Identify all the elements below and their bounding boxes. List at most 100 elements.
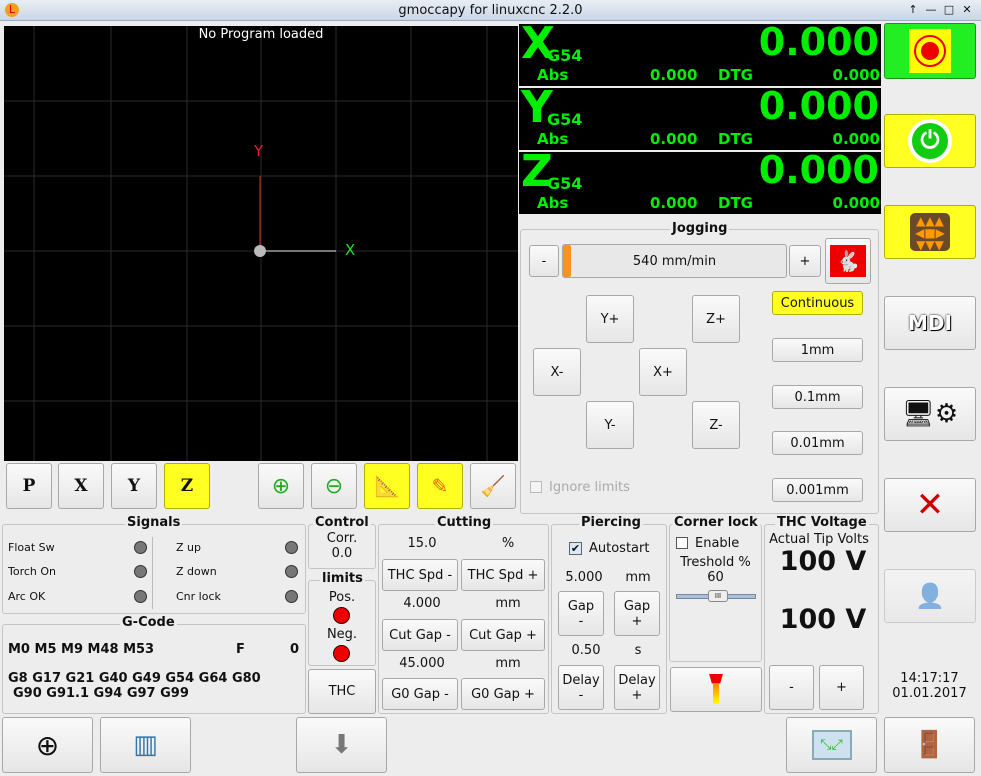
increment-0.1mm[interactable]: 0.1mm: [772, 385, 863, 409]
thc-speed-increase-button[interactable]: THC Spd +: [461, 559, 545, 591]
exit-button[interactable]: 🚪: [884, 717, 975, 773]
show-dimensions-button[interactable]: 📐: [364, 463, 410, 509]
g0-gap-increase-button[interactable]: G0 Gap +: [461, 678, 545, 710]
minimize-button[interactable]: —: [925, 3, 937, 16]
keep-above-button[interactable]: ↑: [908, 3, 918, 16]
auto-mode-icon: 🖥⚙: [901, 399, 959, 429]
dro-abs-label: Abs: [537, 66, 569, 84]
mdi-mode-button[interactable]: MDI: [884, 296, 976, 350]
touch-off-button[interactable]: ⊕: [2, 717, 93, 773]
jog-y-plus-button[interactable]: Y+: [586, 295, 634, 343]
show-toolpath-button[interactable]: ✎: [417, 463, 463, 509]
jog-x-plus-button[interactable]: X+: [639, 348, 687, 396]
voltage-increase-button[interactable]: +: [819, 665, 864, 710]
dro-dtg-value: 0.000: [832, 130, 880, 148]
g0-gap-unit: mm: [495, 656, 521, 671]
view-perspective-button[interactable]: P: [6, 463, 52, 509]
signal-label: Torch On: [8, 565, 57, 578]
increment-continuous[interactable]: Continuous: [772, 291, 863, 315]
dro-x[interactable]: X G54 0.000 Abs 0.000 DTG 0.000: [519, 18, 881, 86]
g0-gap-decrease-button[interactable]: G0 Gap -: [382, 678, 458, 710]
dro-y[interactable]: Y G54 0.000 Abs 0.000 DTG 0.000: [519, 82, 881, 150]
manual-mode-button[interactable]: ▲▲▲ ◀■▶ ▼▼▼: [884, 205, 976, 259]
pierce-delay-decrease-button[interactable]: Delay -: [558, 665, 604, 710]
voltage-decrease-button[interactable]: -: [769, 665, 814, 710]
jog-speed-fill: [563, 245, 571, 277]
control-title: Control: [313, 515, 371, 530]
pierce-gap-increase-button[interactable]: Gap +: [614, 591, 660, 636]
pierce-gap-decrease-button[interactable]: Gap -: [558, 591, 604, 636]
x-axis-label: X: [345, 241, 356, 259]
thc-toggle-button[interactable]: THC: [308, 669, 376, 714]
signal-label: Z down: [176, 565, 217, 578]
tool-offsets-button[interactable]: ▥: [100, 717, 191, 773]
increment-0.01mm[interactable]: 0.01mm: [772, 431, 863, 455]
settings-tools-icon: ✕: [915, 485, 945, 525]
cut-gap-increase-button[interactable]: Cut Gap +: [461, 619, 545, 651]
maximize-button[interactable]: □: [943, 3, 955, 16]
dro-coord-system: G54: [547, 46, 583, 65]
settings-button[interactable]: ✕: [884, 478, 976, 532]
cut-gap-decrease-button[interactable]: Cut Gap -: [382, 619, 458, 651]
jog-speed-increase-button[interactable]: +: [789, 245, 821, 277]
jog-z-plus-button[interactable]: Z+: [692, 295, 740, 343]
cutting-title: Cutting: [435, 515, 494, 530]
pierce-gap-value: 5.000: [565, 570, 603, 585]
dro-dtg-label: DTG: [718, 194, 753, 212]
z-down-led: [285, 565, 298, 578]
corr-label: Corr.: [326, 531, 358, 546]
jog-y-minus-button[interactable]: Y-: [586, 401, 634, 449]
signal-label: Arc OK: [8, 590, 46, 603]
signal-label: Float Sw: [8, 541, 55, 554]
pierce-delay-unit: s: [634, 643, 642, 658]
active-mcodes: M0 M5 M9 M48 M53: [8, 642, 155, 657]
tool-change-button[interactable]: ⬇: [296, 717, 387, 773]
actual-voltage-value: 100 V: [779, 546, 867, 577]
gcode-preview[interactable]: No Program loaded Y X: [4, 26, 518, 461]
view-y-button[interactable]: Y: [111, 463, 157, 509]
broom-clear-icon: 🧹: [480, 474, 506, 498]
arc-ok-led: [134, 590, 147, 603]
dro-z[interactable]: Z G54 0.000 Abs 0.000 DTG 0.000: [519, 146, 881, 214]
thc-speed-decrease-button[interactable]: THC Spd -: [382, 559, 458, 591]
torch-button[interactable]: [670, 667, 762, 712]
increment-1mm[interactable]: 1mm: [772, 338, 863, 362]
signal-label: Cnr lock: [176, 590, 221, 603]
dro-abs-value: 0.000: [650, 194, 698, 212]
mdi-icon: MDI: [908, 311, 952, 335]
dro-dtg-label: DTG: [718, 130, 753, 148]
zoom-in-icon: ⊕: [271, 473, 291, 499]
signals-divider: [152, 537, 153, 609]
view-x-button[interactable]: X: [58, 463, 104, 509]
zoom-in-button[interactable]: ⊕: [258, 463, 304, 509]
thc-speed-value: 15.0: [407, 536, 437, 551]
dro-abs-label: Abs: [537, 194, 569, 212]
clear-plot-button[interactable]: 🧹: [470, 463, 516, 509]
fullscreen-button[interactable]: ⤡⤢: [786, 717, 877, 773]
dro-coord-system: G54: [547, 174, 583, 193]
machine-power-button[interactable]: ⏻: [884, 114, 976, 168]
auto-mode-button[interactable]: 🖥⚙: [884, 387, 976, 441]
jog-z-minus-button[interactable]: Z-: [692, 401, 740, 449]
torch-on-led: [134, 565, 147, 578]
pierce-delay-increase-button[interactable]: Delay +: [614, 665, 660, 710]
zoom-out-button[interactable]: ⊖: [311, 463, 357, 509]
turtle-rabbit-toggle[interactable]: 🐇: [825, 238, 871, 284]
clock-time: 14:17:17: [900, 671, 959, 686]
view-z-button[interactable]: Z: [164, 463, 210, 509]
app-icon: L: [5, 3, 19, 17]
autostart-checkbox[interactable]: ✔: [569, 542, 582, 555]
autostart-label: Autostart: [589, 541, 650, 556]
g0-gap-value: 45.000: [399, 656, 445, 671]
jog-x-minus-button[interactable]: X-: [533, 348, 581, 396]
increment-0.001mm[interactable]: 0.001mm: [772, 478, 863, 502]
corner-lock-enable-checkbox[interactable]: [676, 537, 688, 549]
close-button[interactable]: ✕: [962, 3, 972, 16]
fullscreen-icon: ⤡⤢: [811, 730, 852, 760]
jog-speed-slider[interactable]: 540 mm/min: [562, 244, 787, 278]
threshold-slider-handle[interactable]: III: [708, 590, 728, 602]
jog-speed-decrease-button[interactable]: -: [529, 245, 559, 277]
emergency-stop-button[interactable]: [884, 23, 976, 79]
cut-gap-value: 4.000: [403, 596, 441, 611]
ignore-limits-checkbox[interactable]: [530, 481, 542, 493]
